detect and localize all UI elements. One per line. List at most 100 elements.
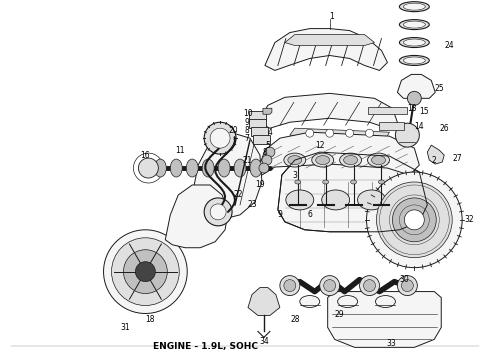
Text: 30: 30 <box>399 275 409 284</box>
Text: 1: 1 <box>329 12 334 21</box>
Ellipse shape <box>403 39 425 46</box>
Polygon shape <box>258 93 397 128</box>
Text: 32: 32 <box>465 215 474 224</box>
Ellipse shape <box>300 296 319 307</box>
Ellipse shape <box>338 296 358 307</box>
Text: 9: 9 <box>277 210 282 219</box>
Polygon shape <box>192 132 262 220</box>
Circle shape <box>138 158 158 178</box>
Circle shape <box>401 280 414 292</box>
Circle shape <box>280 276 300 296</box>
Ellipse shape <box>218 159 230 177</box>
Polygon shape <box>290 128 390 139</box>
Polygon shape <box>165 185 228 248</box>
Text: 13: 13 <box>408 104 417 113</box>
Ellipse shape <box>375 296 395 307</box>
Ellipse shape <box>250 159 262 177</box>
Ellipse shape <box>350 180 357 184</box>
Circle shape <box>204 122 236 154</box>
Text: 8: 8 <box>263 148 268 157</box>
Circle shape <box>210 204 226 220</box>
Circle shape <box>112 238 179 306</box>
Circle shape <box>284 280 296 292</box>
Polygon shape <box>263 108 272 114</box>
FancyBboxPatch shape <box>251 127 269 136</box>
Text: 9: 9 <box>245 118 249 127</box>
Text: 22: 22 <box>233 190 243 199</box>
Text: 15: 15 <box>419 107 429 116</box>
Ellipse shape <box>368 153 390 167</box>
FancyBboxPatch shape <box>249 119 267 128</box>
Ellipse shape <box>371 156 386 165</box>
FancyBboxPatch shape <box>249 111 267 120</box>
Ellipse shape <box>399 55 429 66</box>
Text: 27: 27 <box>452 154 462 163</box>
Text: 14: 14 <box>415 122 424 131</box>
Ellipse shape <box>234 159 246 177</box>
Ellipse shape <box>378 180 385 184</box>
Polygon shape <box>265 28 388 71</box>
Text: 2: 2 <box>432 156 437 165</box>
Text: 23: 23 <box>247 201 257 210</box>
Ellipse shape <box>202 159 214 177</box>
Circle shape <box>259 163 269 173</box>
Text: 29: 29 <box>335 310 344 319</box>
Ellipse shape <box>284 153 306 167</box>
FancyBboxPatch shape <box>379 122 404 130</box>
Circle shape <box>324 280 336 292</box>
Text: 33: 33 <box>387 339 396 348</box>
Text: 6: 6 <box>307 210 312 219</box>
Circle shape <box>395 123 419 147</box>
Circle shape <box>366 129 373 137</box>
Circle shape <box>265 147 275 157</box>
Polygon shape <box>328 292 441 347</box>
Ellipse shape <box>358 190 386 210</box>
Ellipse shape <box>171 159 182 177</box>
Circle shape <box>407 91 421 105</box>
Circle shape <box>103 230 187 314</box>
Ellipse shape <box>340 153 362 167</box>
Text: 19: 19 <box>255 180 265 189</box>
Circle shape <box>262 155 272 165</box>
Ellipse shape <box>154 159 166 177</box>
Text: 10: 10 <box>243 109 253 118</box>
Ellipse shape <box>403 3 425 10</box>
FancyBboxPatch shape <box>253 135 270 144</box>
Ellipse shape <box>322 190 349 210</box>
Circle shape <box>397 276 417 296</box>
Ellipse shape <box>393 190 421 210</box>
Text: 12: 12 <box>315 141 324 150</box>
Text: 18: 18 <box>146 315 155 324</box>
Ellipse shape <box>312 153 334 167</box>
Polygon shape <box>248 288 280 315</box>
Text: 3: 3 <box>293 171 297 180</box>
Circle shape <box>123 250 167 293</box>
Text: 4: 4 <box>268 128 272 137</box>
Text: 34: 34 <box>259 337 269 346</box>
Ellipse shape <box>288 156 302 165</box>
Text: 8: 8 <box>245 126 249 135</box>
Ellipse shape <box>286 190 314 210</box>
Circle shape <box>345 129 354 137</box>
Ellipse shape <box>343 156 358 165</box>
Circle shape <box>392 198 436 242</box>
Polygon shape <box>278 152 427 232</box>
Polygon shape <box>427 145 444 164</box>
Text: 21: 21 <box>242 156 252 165</box>
Ellipse shape <box>399 37 429 48</box>
Circle shape <box>404 210 424 230</box>
Ellipse shape <box>323 180 329 184</box>
Text: ENGINE - 1.9L, SOHC: ENGINE - 1.9L, SOHC <box>153 342 258 351</box>
Circle shape <box>367 172 462 268</box>
Text: 24: 24 <box>444 41 454 50</box>
Circle shape <box>210 128 230 148</box>
Circle shape <box>376 182 452 258</box>
Text: 20: 20 <box>228 126 238 135</box>
FancyBboxPatch shape <box>368 107 407 114</box>
Text: 26: 26 <box>440 124 449 133</box>
Text: 31: 31 <box>121 323 130 332</box>
Ellipse shape <box>399 20 429 30</box>
Ellipse shape <box>186 159 198 177</box>
Ellipse shape <box>399 2 429 12</box>
Polygon shape <box>285 35 374 45</box>
